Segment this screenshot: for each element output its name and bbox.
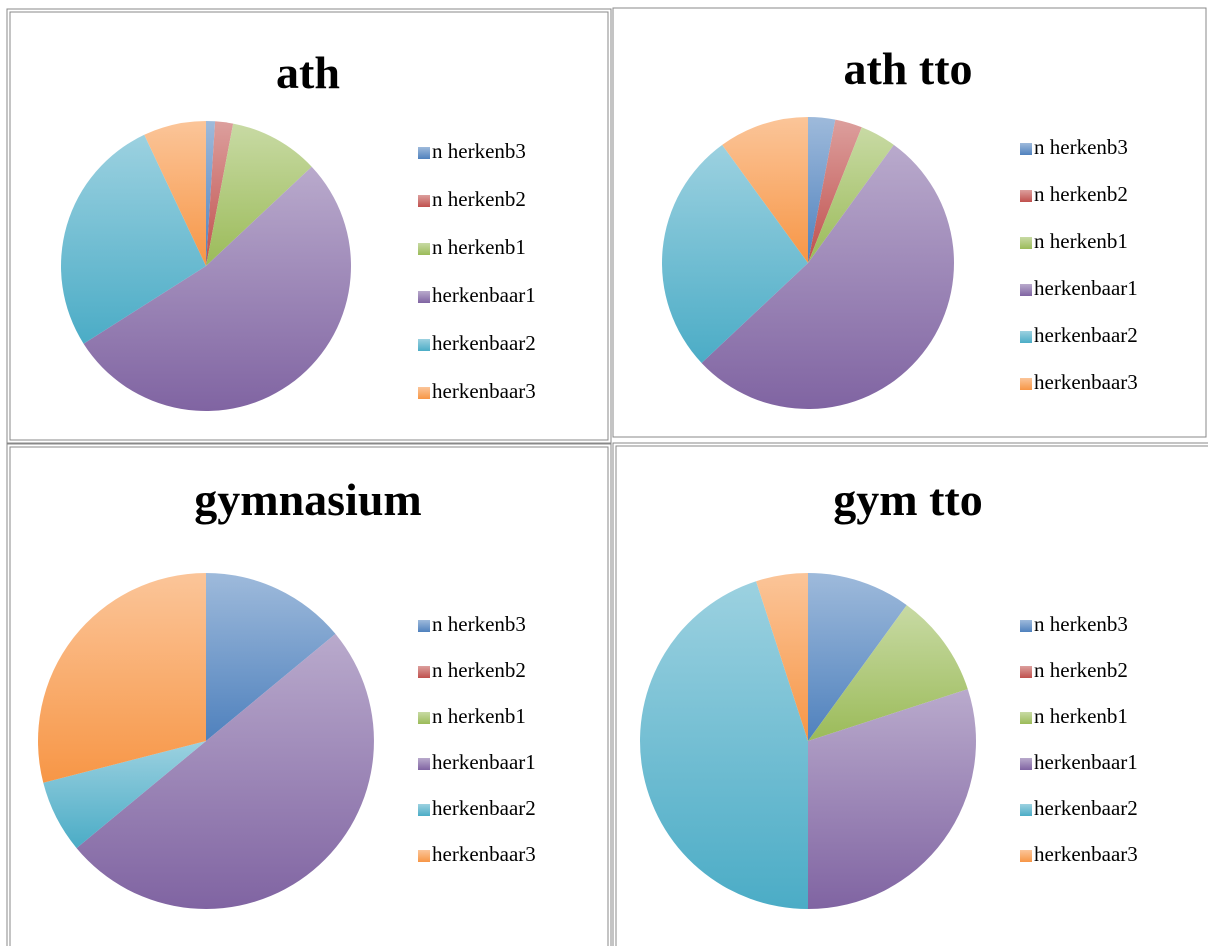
legend-label: herkenbaar1 xyxy=(1034,276,1138,300)
pie-slice xyxy=(808,127,894,264)
pie-slice xyxy=(756,573,808,741)
legend-swatch xyxy=(1020,331,1032,343)
legend-label: herkenbaar3 xyxy=(432,379,536,403)
pie-slice xyxy=(640,581,808,909)
chart-title: ath xyxy=(276,47,340,98)
panel-frame xyxy=(9,446,609,946)
legend-swatch xyxy=(418,243,430,255)
pie-slice xyxy=(206,573,336,741)
panel-frame xyxy=(6,8,612,444)
legend-swatch xyxy=(1020,143,1032,155)
legend-swatch xyxy=(1020,712,1032,724)
legend-label: n herkenb3 xyxy=(1034,135,1128,159)
chart-title: gymnasium xyxy=(194,474,421,525)
legend-label: n herkenb1 xyxy=(432,704,526,728)
pie-slice xyxy=(206,121,234,266)
panel-frame xyxy=(615,445,1208,946)
legend-label: herkenbaar1 xyxy=(432,283,536,307)
pie-slice xyxy=(808,573,907,741)
legend-label: n herkenb1 xyxy=(1034,229,1128,253)
legend-label: herkenbaar3 xyxy=(432,842,536,866)
legend-swatch xyxy=(1020,666,1032,678)
legend-swatch xyxy=(1020,850,1032,862)
legend-swatch xyxy=(418,712,430,724)
panel-frame xyxy=(9,11,609,441)
legend-swatch xyxy=(418,620,430,632)
pie-slice xyxy=(701,144,954,410)
legend-label: herkenbaar2 xyxy=(432,331,536,355)
pie-slice xyxy=(76,633,374,909)
legend-label: n herkenb3 xyxy=(1034,612,1128,636)
pie-slice xyxy=(808,689,976,909)
chart-title: gym tto xyxy=(833,474,982,525)
legend-swatch xyxy=(1020,620,1032,632)
legend-label: herkenbaar2 xyxy=(1034,796,1138,820)
legend-label: n herkenb2 xyxy=(1034,658,1128,682)
legend-label: n herkenb3 xyxy=(432,139,526,163)
panel-frame xyxy=(612,442,1208,946)
legend-swatch xyxy=(418,147,430,159)
legend-label: n herkenb2 xyxy=(1034,182,1128,206)
legend-swatch xyxy=(1020,758,1032,770)
pie-slice xyxy=(808,119,862,263)
pie-slice xyxy=(662,144,808,363)
legend-swatch xyxy=(418,291,430,303)
legend-swatch xyxy=(418,387,430,399)
pie-slice xyxy=(83,166,352,412)
legend-label: n herkenb3 xyxy=(432,612,526,636)
legend-swatch xyxy=(418,804,430,816)
legend-label: herkenbaar2 xyxy=(432,796,536,820)
legend-label: herkenbaar1 xyxy=(1034,750,1138,774)
panel-frame xyxy=(6,443,612,946)
legend-swatch xyxy=(1020,804,1032,816)
pie-slice xyxy=(43,741,206,849)
pie-slice xyxy=(808,605,968,741)
legend-swatch xyxy=(1020,378,1032,390)
legend-label: n herkenb2 xyxy=(432,658,526,682)
legend-label: herkenbaar1 xyxy=(432,750,536,774)
pie-slice xyxy=(206,121,216,266)
pie-slice xyxy=(144,121,206,266)
panel-frame xyxy=(612,7,1207,438)
legend-label: n herkenb1 xyxy=(1034,704,1128,728)
legend-label: herkenbaar2 xyxy=(1034,323,1138,347)
legend-swatch xyxy=(1020,284,1032,296)
legend-label: n herkenb2 xyxy=(432,187,526,211)
legend-swatch xyxy=(418,195,430,207)
legend-swatch xyxy=(1020,190,1032,202)
pie-slice xyxy=(61,134,206,344)
legend-swatch xyxy=(418,666,430,678)
pie-slice xyxy=(808,117,836,263)
pie-slice xyxy=(206,123,312,266)
legend-swatch xyxy=(418,339,430,351)
legend-swatch xyxy=(1020,237,1032,249)
chart-title: ath tto xyxy=(843,43,972,94)
legend-swatch xyxy=(418,758,430,770)
pie-slice xyxy=(722,117,808,263)
legend-label: herkenbaar3 xyxy=(1034,370,1138,394)
legend-label: n herkenb1 xyxy=(432,235,526,259)
legend-swatch xyxy=(418,850,430,862)
legend-label: herkenbaar3 xyxy=(1034,842,1138,866)
pie-slice xyxy=(38,573,206,783)
